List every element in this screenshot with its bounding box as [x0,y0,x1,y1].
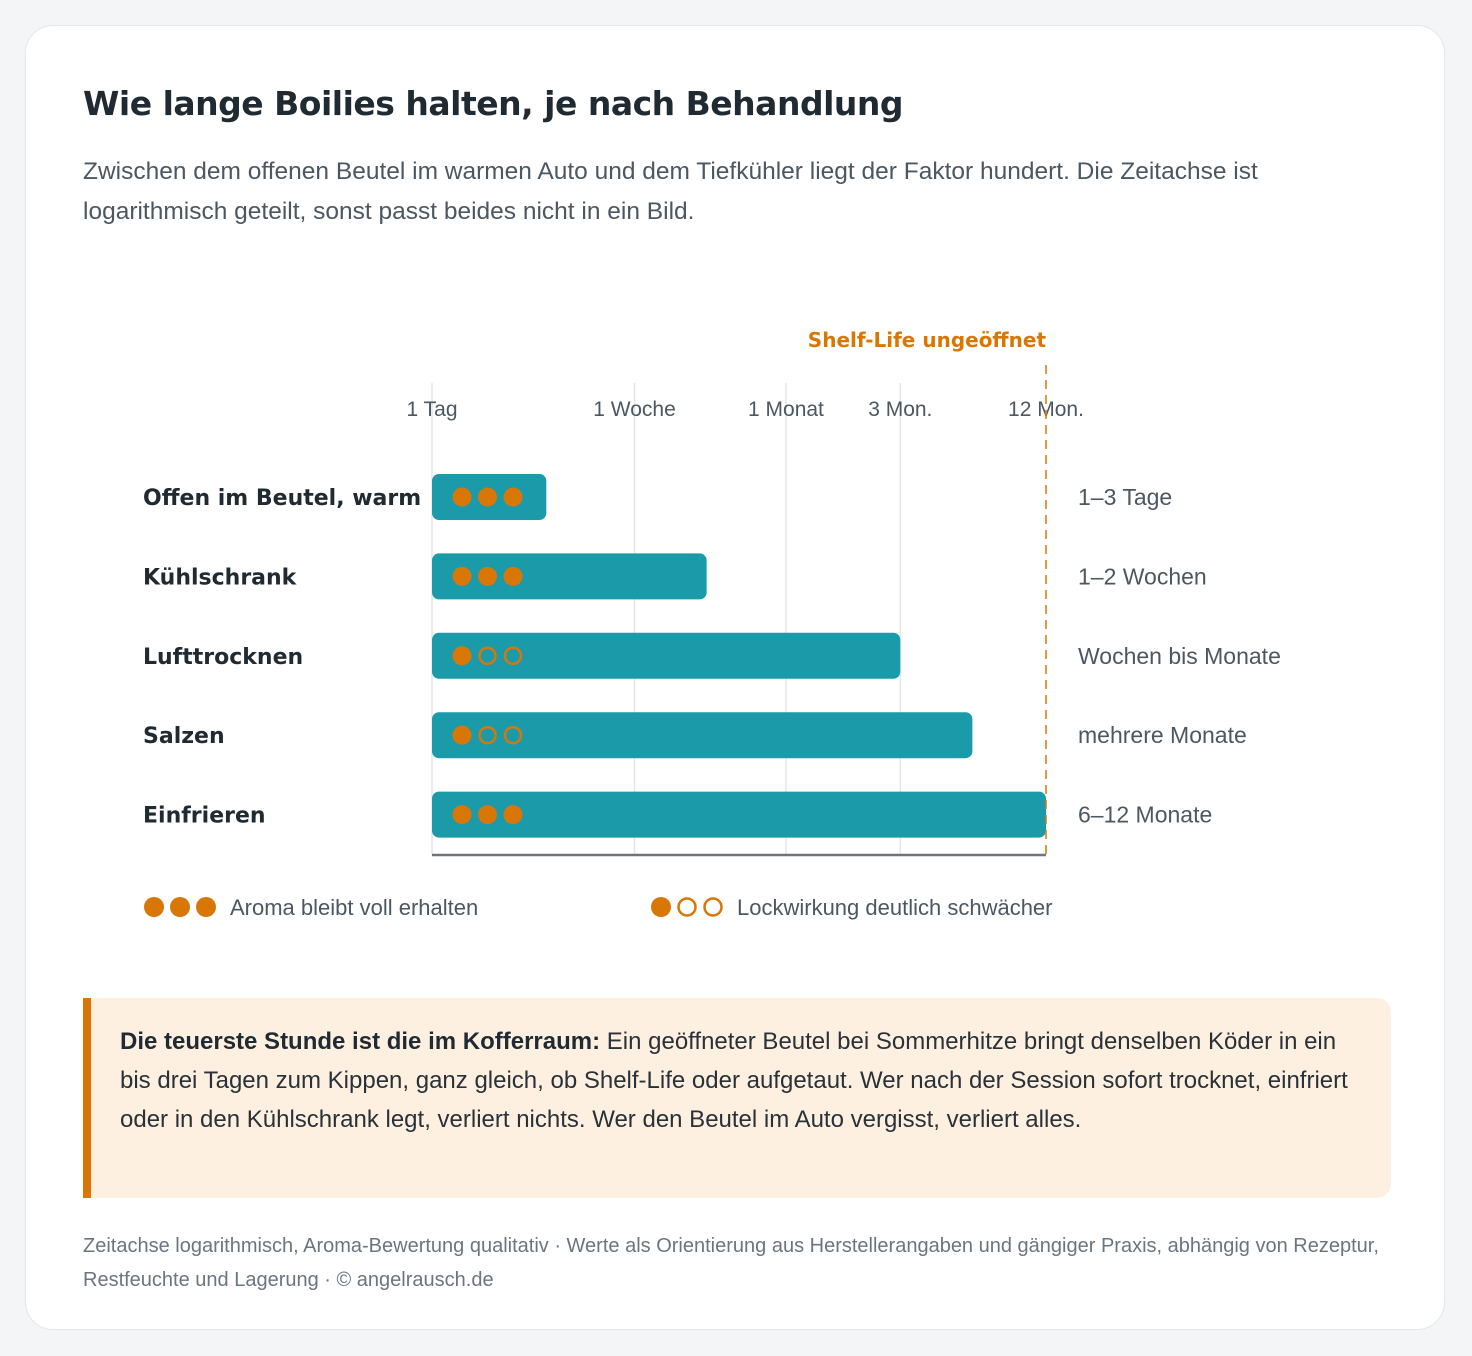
legend-dot-filled [651,897,671,917]
category-label: Einfrieren [143,804,266,829]
bar [432,553,707,600]
range-label: 1–3 Tage [1078,484,1172,510]
legend-label: Lockwirkung deutlich schwächer [737,895,1053,920]
page-title: Wie lange Boilies halten, je nach Behand… [83,84,903,123]
aroma-dot-empty [478,646,497,666]
footnote: Zeitachse logarithmisch, Aroma-Bewertung… [83,1235,1379,1291]
category-label: Salzen [143,724,225,749]
aroma-dot-empty [503,725,523,745]
bar [432,712,973,759]
aroma-dot-filled [478,566,497,586]
reference-line-label: Shelf-Life ungeöffnet [808,328,1047,352]
aroma-dot-filled [452,566,472,586]
legend-label: Aroma bleibt voll erhalten [230,895,478,920]
legend-dot-filled [144,897,164,917]
range-label: Wochen bis Monate [1078,643,1281,669]
legend-dot-filled [170,897,190,917]
aroma-dot-filled [452,805,472,825]
infographic-card: Wie lange Boilies halten, je nach Behand… [25,25,1445,1330]
aroma-dot-filled [503,487,523,507]
aroma-dot-filled [478,487,497,507]
legend-dot-empty [703,897,723,917]
aroma-dot-filled [452,646,472,666]
legend-dot-empty [677,897,697,917]
range-label: mehrere Monate [1078,722,1247,748]
category-label: Kühlschrank [143,565,298,590]
callout-text: Ein geöffneter Beutel bei Sommerhitze br… [120,1028,1348,1133]
x-tick-label: 3 Mon. [868,398,932,421]
aroma-dot-filled [503,805,523,825]
range-label: 6–12 Monate [1078,802,1212,828]
x-tick-label: 12 Mon. [1008,398,1084,421]
shelf-life-chart: 1 Tag 1 Woche 1 Monat 3 Mon. 12 Mon. Offen im… [143,328,1281,920]
callout-lead: Die teuerste Stunde ist die im Kofferrau… [120,1028,601,1055]
aroma-dot-filled [478,805,497,825]
aroma-dot-empty [503,646,523,666]
category-label: Offen im Beutel, warm [143,486,421,511]
callout-box: Die teuerste Stunde ist die im Kofferrau… [83,998,1391,1198]
x-tick-label: 1 Tag [407,398,458,421]
aroma-dot-empty [478,725,497,745]
aroma-dot-filled [503,566,523,586]
aroma-dot-filled [452,487,472,507]
bar [432,632,901,679]
bar [432,791,1046,838]
x-tick-label: 1 Woche [593,398,676,421]
page-subtitle: Zwischen dem offenen Beutel im warmen Au… [83,158,1258,225]
category-label: Lufttrocknen [143,645,303,670]
aroma-dot-filled [452,725,472,745]
range-label: 1–2 Wochen [1078,563,1207,589]
x-tick-label: 1 Monat [748,398,824,421]
legend-dot-filled [196,897,216,917]
